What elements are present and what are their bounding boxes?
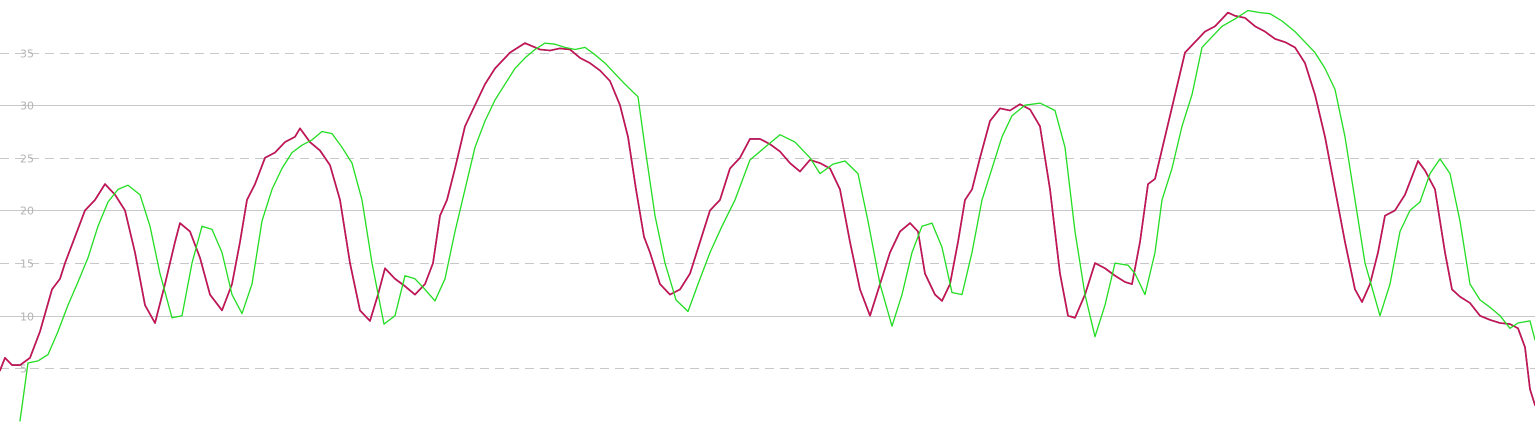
series-line-3 <box>19 9 1535 422</box>
series-lines <box>0 9 1535 422</box>
y-tick-label: 10 <box>20 311 34 324</box>
y-axis-ticks: 5 10 15 20 25 30 35 <box>20 48 34 376</box>
y-tick-label: 5 <box>20 363 27 376</box>
gridlines <box>0 53 1535 369</box>
series-line-2 <box>0 11 1535 406</box>
y-tick-label: 30 <box>20 100 34 113</box>
series-line-1 <box>0 11 1535 406</box>
y-tick-label: 25 <box>20 153 34 166</box>
y-tick-label: 15 <box>20 258 34 271</box>
y-tick-label: 35 <box>20 48 34 61</box>
y-tick-label: 20 <box>20 205 34 218</box>
